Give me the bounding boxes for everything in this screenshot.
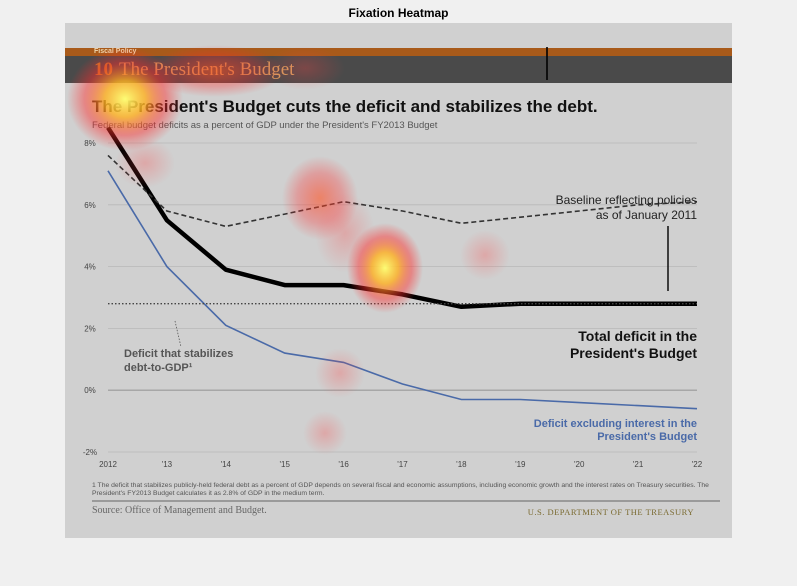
x-tick-label: '19 [515, 460, 526, 469]
excl-interest-line [107, 170, 698, 410]
excl-interest-label: President's Budget [597, 431, 697, 443]
source-note: Source: Office of Management and Budget. [92, 505, 267, 516]
y-tick-label: -2% [83, 448, 97, 457]
excl-interest-label: Deficit excluding interest in the [534, 418, 697, 430]
total-deficit-label: Total deficit in the [578, 328, 697, 344]
grid-lines [108, 142, 697, 453]
y-tick-label: 0% [84, 386, 96, 395]
y-tick-label: 4% [84, 263, 96, 272]
y-tick-label: 8% [84, 139, 96, 148]
stabilizing-label: debt-to-GDP¹ [124, 362, 193, 374]
figure-title: Fixation Heatmap [348, 6, 449, 20]
slide-panel: Fiscal Policy 10 The President's Budget T… [65, 23, 732, 538]
total-deficit-label: President's Budget [570, 345, 697, 361]
x-tick-label: '13 [162, 460, 173, 469]
footnote: 1 The deficit that stabilizes publicly-h… [92, 482, 709, 497]
baseline-label: as of January 2011 [596, 208, 698, 222]
x-tick-label: '18 [456, 460, 467, 469]
deficit-line-chart: -2% 0% 2% 4% 6% 8% 2012 '13 '14 '15 '16 '17 '18 '19 '2… [83, 47, 703, 469]
right-margin [732, 23, 797, 538]
x-tick-label: '17 [397, 460, 408, 469]
header-accent-bar [65, 48, 732, 56]
x-tick-label: '14 [221, 460, 232, 469]
x-tick-label: 2012 [99, 460, 117, 469]
stabilizing-label: Deficit that stabilizes [124, 348, 233, 360]
source-divider [92, 500, 720, 502]
x-tick-label: '20 [574, 460, 585, 469]
x-tick-label: '15 [279, 460, 290, 469]
baseline-label: Baseline reflecting policies [556, 193, 697, 207]
chart-subtitle: Federal budget deficits as a percent of … [92, 120, 438, 131]
y-tick-label: 2% [84, 324, 96, 333]
chart-headline: The President's Budget cuts the deficit … [92, 97, 598, 116]
x-tick-label: '21 [633, 460, 644, 469]
x-tick-label: '16 [338, 460, 349, 469]
stabilizing-pointer [174, 320, 182, 348]
x-tick-label: '22 [692, 460, 703, 469]
baseline-line [107, 154, 698, 228]
series-lines [106, 126, 698, 410]
agency-name: U.S. DEPARTMENT OF THE TREASURY [527, 507, 694, 517]
y-tick-label: 6% [84, 201, 96, 210]
